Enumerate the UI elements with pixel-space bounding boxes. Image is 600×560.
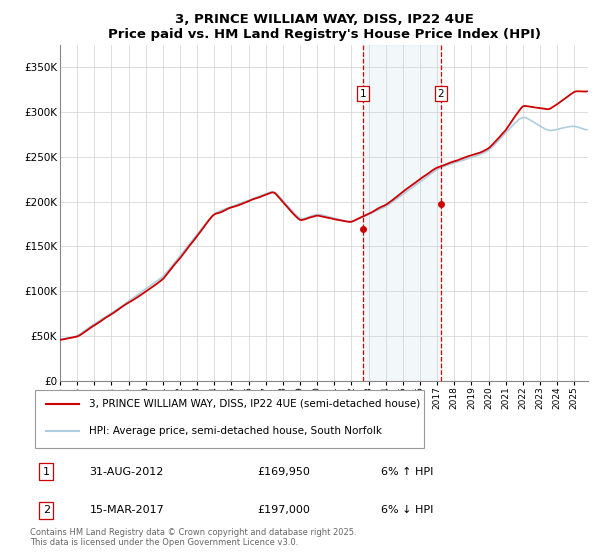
Text: 1: 1 (43, 467, 50, 477)
Title: 3, PRINCE WILLIAM WAY, DISS, IP22 4UE
Price paid vs. HM Land Registry's House Pr: 3, PRINCE WILLIAM WAY, DISS, IP22 4UE Pr… (107, 13, 541, 41)
Text: HPI: Average price, semi-detached house, South Norfolk: HPI: Average price, semi-detached house,… (89, 427, 382, 436)
Text: 2: 2 (437, 88, 444, 99)
Text: Contains HM Land Registry data © Crown copyright and database right 2025.
This d: Contains HM Land Registry data © Crown c… (30, 528, 356, 547)
Text: 3, PRINCE WILLIAM WAY, DISS, IP22 4UE (semi-detached house): 3, PRINCE WILLIAM WAY, DISS, IP22 4UE (s… (89, 399, 421, 409)
Text: £169,950: £169,950 (257, 467, 310, 477)
Text: 6% ↑ HPI: 6% ↑ HPI (381, 467, 433, 477)
Text: 6% ↓ HPI: 6% ↓ HPI (381, 505, 433, 515)
Text: 2: 2 (43, 505, 50, 515)
Text: 31-AUG-2012: 31-AUG-2012 (89, 467, 164, 477)
Text: 1: 1 (359, 88, 366, 99)
Text: 15-MAR-2017: 15-MAR-2017 (89, 505, 164, 515)
Bar (363, 45, 441, 381)
Text: £197,000: £197,000 (257, 505, 310, 515)
FancyBboxPatch shape (35, 390, 424, 447)
